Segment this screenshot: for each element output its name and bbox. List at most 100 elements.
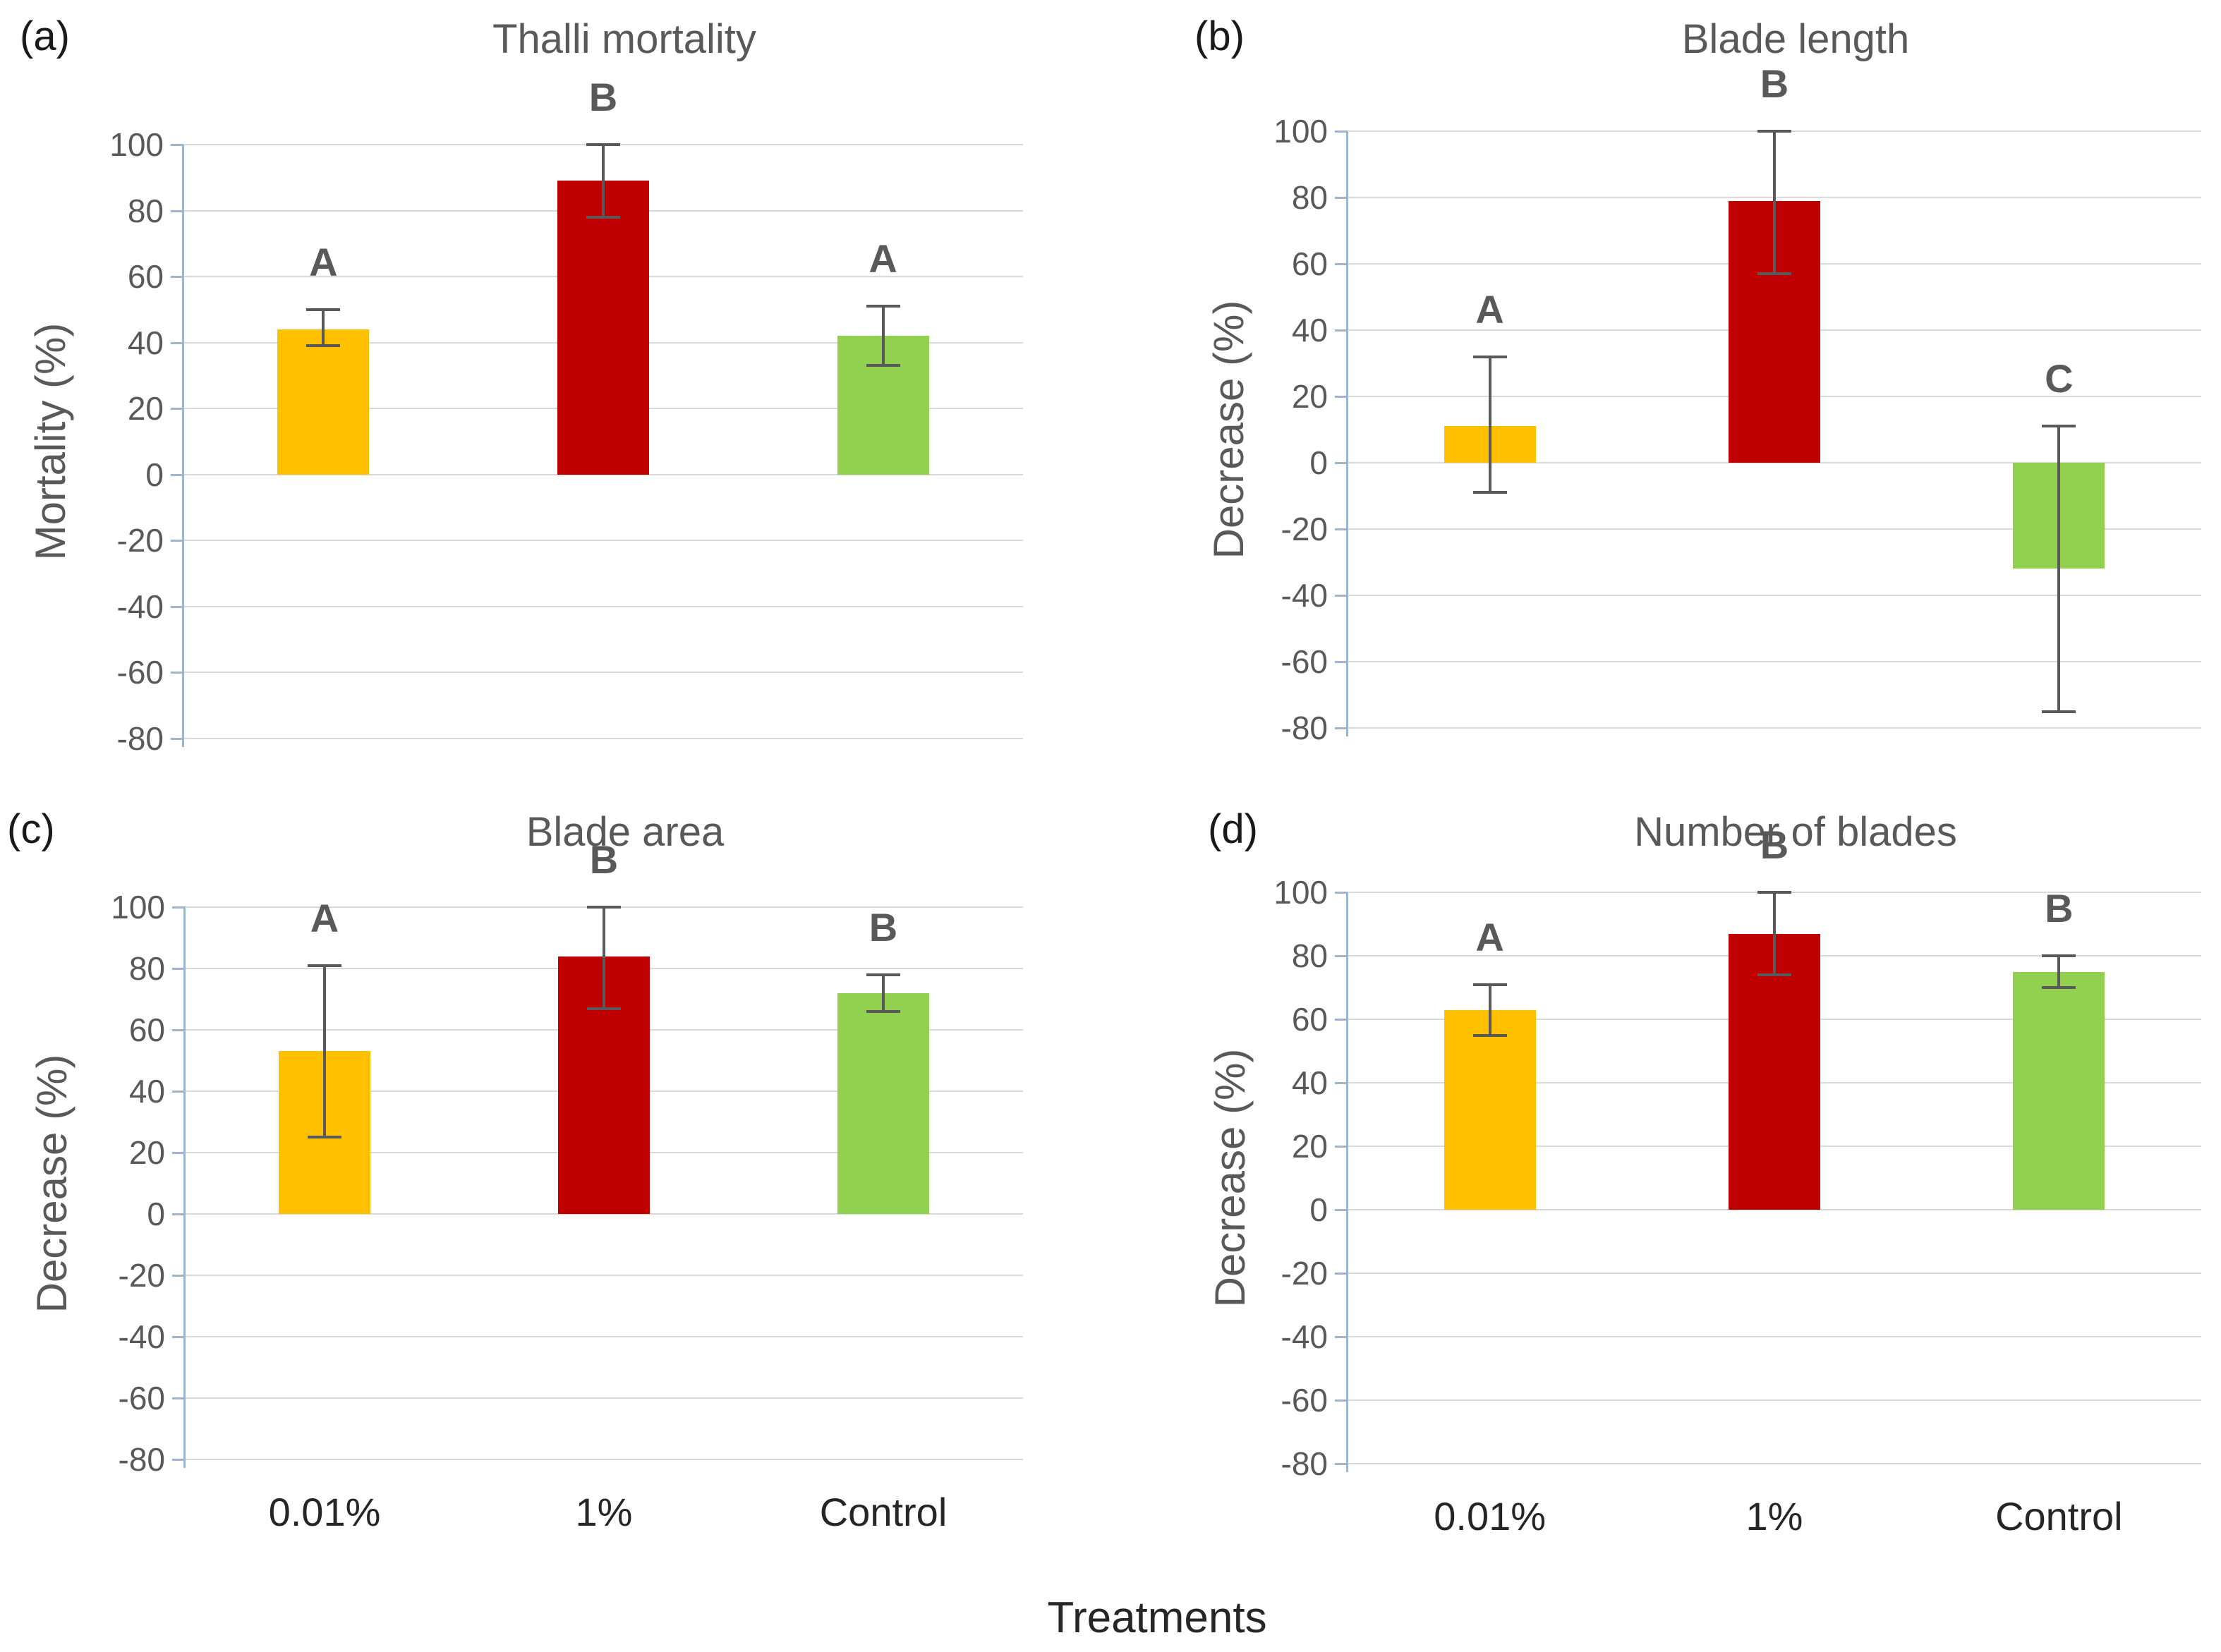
error-bar-cap-bottom (2042, 986, 2076, 989)
x-tick-label: 1% (575, 1490, 633, 1534)
y-tick-label: -60 (118, 1380, 165, 1416)
error-bar (882, 974, 885, 1012)
tick-mark (171, 276, 183, 279)
tick-mark (1335, 197, 1348, 199)
panel-label: (b) (1194, 13, 1245, 59)
y-tick-label: 40 (127, 324, 164, 361)
error-bar (1488, 356, 1491, 493)
y-tick-label: 60 (1291, 245, 1328, 282)
significance-letter: C (2045, 356, 2074, 401)
y-tick-label: 60 (127, 258, 164, 296)
chart-title: Blade area (526, 809, 725, 855)
error-bar (323, 965, 326, 1138)
x-tick-label: 0.01% (1434, 1494, 1547, 1538)
y-axis-line (182, 145, 184, 747)
y-tick-label: -40 (1281, 577, 1328, 614)
y-axis-line (1346, 892, 1348, 1472)
tick-mark (171, 605, 183, 608)
y-tick-label: 100 (1273, 874, 1328, 911)
bar-001 (1444, 1009, 1536, 1210)
y-tick-label: 40 (128, 1073, 165, 1110)
tick-mark (1335, 1399, 1348, 1402)
gridline (1348, 1463, 2201, 1464)
error-bar-cap-bottom (587, 1007, 621, 1010)
tick-mark (172, 1336, 185, 1338)
significance-letter: A (310, 895, 339, 940)
y-tick-label: 80 (128, 950, 165, 987)
y-tick-label: 20 (128, 1134, 165, 1171)
error-bar-cap-top (587, 906, 621, 909)
tick-mark (172, 1152, 185, 1154)
x-tick-label: 0.01% (268, 1490, 381, 1534)
y-tick-label: 100 (109, 126, 164, 163)
error-bar (322, 309, 325, 346)
significance-letter: A (309, 239, 338, 284)
significance-letter: B (1760, 822, 1789, 867)
y-tick-label: -20 (116, 522, 164, 559)
tick-mark (1335, 661, 1348, 663)
y-tick-label: -40 (116, 588, 164, 625)
tick-mark (172, 1213, 185, 1215)
chart-title: Thalli mortality (492, 16, 756, 62)
error-bar-cap-top (866, 973, 900, 976)
x-axis-title: Treatments (1047, 1593, 1267, 1642)
tick-mark (1335, 1336, 1348, 1338)
error-bar-cap-bottom (586, 215, 620, 219)
y-tick-label: 60 (1291, 1001, 1328, 1038)
y-tick-label: 0 (147, 1196, 165, 1232)
error-bar-cap-bottom (1757, 272, 1791, 276)
bar-001 (277, 329, 370, 475)
y-tick-label: 40 (1291, 312, 1328, 348)
y-tick-label: -20 (1281, 1255, 1328, 1292)
gridline (1348, 661, 2201, 662)
error-bar-cap-bottom (1472, 491, 1507, 494)
y-tick-label: -80 (1281, 1445, 1328, 1482)
tick-mark (1335, 528, 1348, 530)
y-axis-line (1346, 131, 1348, 736)
error-bar-cap-bottom (1472, 1033, 1507, 1037)
bar-control (2013, 971, 2105, 1210)
y-tick-label: 0 (145, 456, 164, 493)
y-tick-label: 80 (1291, 179, 1328, 216)
error-bar (1773, 131, 1776, 274)
error-bar-cap-top (308, 964, 341, 967)
gridline (183, 605, 1023, 607)
x-tick-label: 1% (1745, 1494, 1803, 1538)
tick-mark (172, 968, 185, 970)
panel-label: (d) (1208, 806, 1258, 852)
bar-1 (557, 181, 649, 475)
y-tick-label: 20 (1291, 378, 1328, 415)
gridline (183, 738, 1023, 739)
tick-mark (171, 209, 183, 212)
y-tick-label: 40 (1291, 1064, 1328, 1101)
error-bar-cap-bottom (866, 1009, 900, 1013)
error-bar (1773, 892, 1776, 975)
error-bar-cap-top (2042, 954, 2076, 957)
tick-mark (1335, 892, 1348, 894)
y-tick-label: 0 (1309, 444, 1328, 481)
gridline (185, 1213, 1023, 1215)
tick-mark (172, 1459, 185, 1461)
tick-mark (1335, 1019, 1348, 1021)
tick-mark (1335, 1082, 1348, 1084)
y-tick-label: -60 (1281, 1382, 1328, 1419)
error-bar-cap-top (1757, 891, 1791, 894)
tick-mark (1335, 595, 1348, 597)
error-bar-cap-top (586, 143, 620, 146)
y-tick-label: -80 (118, 1441, 165, 1478)
tick-mark (171, 144, 183, 146)
y-axis-title: Decrease (%) (28, 1054, 75, 1313)
y-tick-label: 20 (1291, 1128, 1328, 1165)
gridline (185, 1459, 1023, 1460)
gridline (1348, 727, 2201, 729)
significance-letter: B (588, 75, 618, 119)
tick-mark (1335, 462, 1348, 464)
tick-mark (1335, 1463, 1348, 1465)
y-tick-label: -60 (1281, 643, 1328, 680)
tick-mark (172, 906, 185, 909)
y-tick-label: -40 (118, 1318, 165, 1355)
chart-title: Number of blades (1634, 809, 1957, 855)
gridline (1348, 1336, 2201, 1337)
y-tick-label: -20 (1281, 511, 1328, 547)
error-bar-cap-bottom (306, 344, 341, 348)
